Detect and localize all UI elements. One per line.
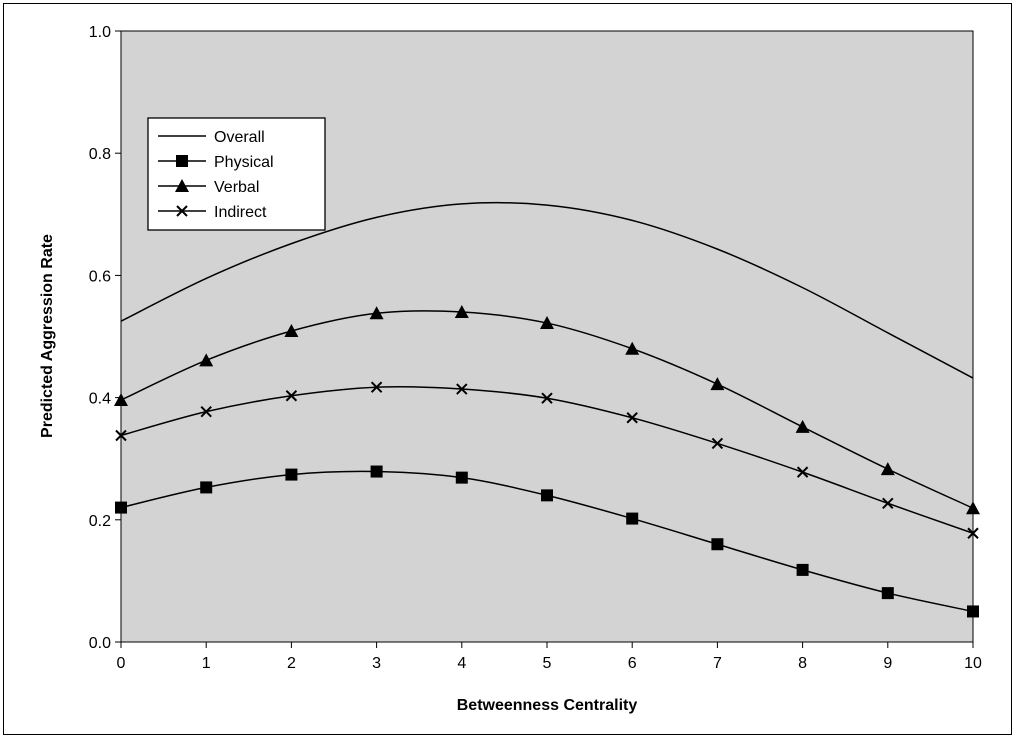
data-point-verbal <box>369 306 384 320</box>
x-tick-label: 1 <box>202 655 211 672</box>
legend-label-verbal: Verbal <box>214 179 259 196</box>
data-point-physical <box>285 468 298 481</box>
legend-label-overall: Overall <box>214 129 265 146</box>
legend-item-indirect: Indirect <box>158 204 267 221</box>
data-point-indirect <box>285 390 298 402</box>
data-point-indirect <box>796 466 809 478</box>
data-point-verbal <box>625 341 640 355</box>
data-point-indirect <box>200 405 212 418</box>
legend-marker-verbal <box>175 179 189 192</box>
x-tick-label: 6 <box>628 655 637 672</box>
series-line-overall <box>120 201 974 379</box>
data-point-indirect <box>370 381 383 393</box>
y-tick-label: 0.6 <box>89 268 111 285</box>
x-tick-label: 3 <box>372 655 381 672</box>
data-point-indirect <box>456 383 468 395</box>
y-tick-label: 0.2 <box>89 513 111 530</box>
data-point-physical <box>200 481 213 494</box>
x-tick-label: 10 <box>964 655 982 672</box>
data-point-indirect <box>967 527 979 539</box>
y-tick-label: 1.0 <box>89 24 111 41</box>
legend-item-overall: Overall <box>158 129 265 146</box>
y-tick-label: 0.4 <box>89 391 111 408</box>
data-point-physical <box>626 512 639 525</box>
x-axis-title: Betweenness Centrality <box>457 697 638 714</box>
data-point-verbal <box>710 377 725 391</box>
x-tick-label: 8 <box>798 655 807 672</box>
y-axis-title: Predicted Aggression Rate <box>39 234 56 438</box>
figure-frame <box>3 3 1012 735</box>
data-point-physical <box>541 489 553 502</box>
legend-item-verbal: Verbal <box>158 179 259 196</box>
data-point-physical <box>881 587 894 600</box>
x-tick-label: 0 <box>117 655 126 672</box>
data-point-verbal <box>880 462 895 476</box>
data-point-physical <box>711 538 724 551</box>
data-point-verbal <box>284 324 299 338</box>
data-point-indirect <box>115 429 127 442</box>
series-verbal <box>114 305 980 515</box>
data-point-verbal <box>795 419 810 433</box>
legend-label-indirect: Indirect <box>214 204 267 221</box>
data-point-indirect <box>882 497 894 510</box>
x-tick-label: 7 <box>713 655 722 672</box>
legend-item-physical: Physical <box>158 154 274 171</box>
series-indirect <box>115 381 979 539</box>
legend: Overall Physical Verbal Indirect <box>147 117 326 231</box>
data-point-verbal <box>454 305 469 319</box>
y-tick-label: 0.8 <box>89 146 111 163</box>
x-tick-label: 5 <box>543 655 552 672</box>
series-physical <box>115 465 979 618</box>
data-point-verbal <box>199 353 214 367</box>
data-point-indirect <box>626 412 638 424</box>
axes: 0 1 2 3 4 5 6 7 8 9 10 0.0 0.2 0.4 0.6 0.8 1.0 <box>89 24 982 672</box>
series-layer <box>114 201 980 618</box>
series-overall <box>120 201 974 379</box>
legend-label-physical: Physical <box>214 154 274 171</box>
x-tick-label: 4 <box>457 655 466 672</box>
data-point-verbal <box>540 316 554 330</box>
x-tick-label: 2 <box>287 655 296 672</box>
data-point-physical <box>370 465 383 478</box>
data-point-physical <box>796 563 809 576</box>
data-point-physical <box>115 501 127 514</box>
data-point-verbal <box>114 393 128 407</box>
data-point-physical <box>967 605 979 618</box>
data-point-verbal <box>966 501 980 515</box>
y-tick-label: 0.0 <box>89 635 111 652</box>
data-point-indirect <box>541 392 553 404</box>
data-point-physical <box>455 471 468 484</box>
x-tick-label: 9 <box>883 655 892 672</box>
legend-marker-physical <box>176 155 188 167</box>
data-point-indirect <box>711 437 724 450</box>
legend-marker-indirect <box>176 205 188 217</box>
